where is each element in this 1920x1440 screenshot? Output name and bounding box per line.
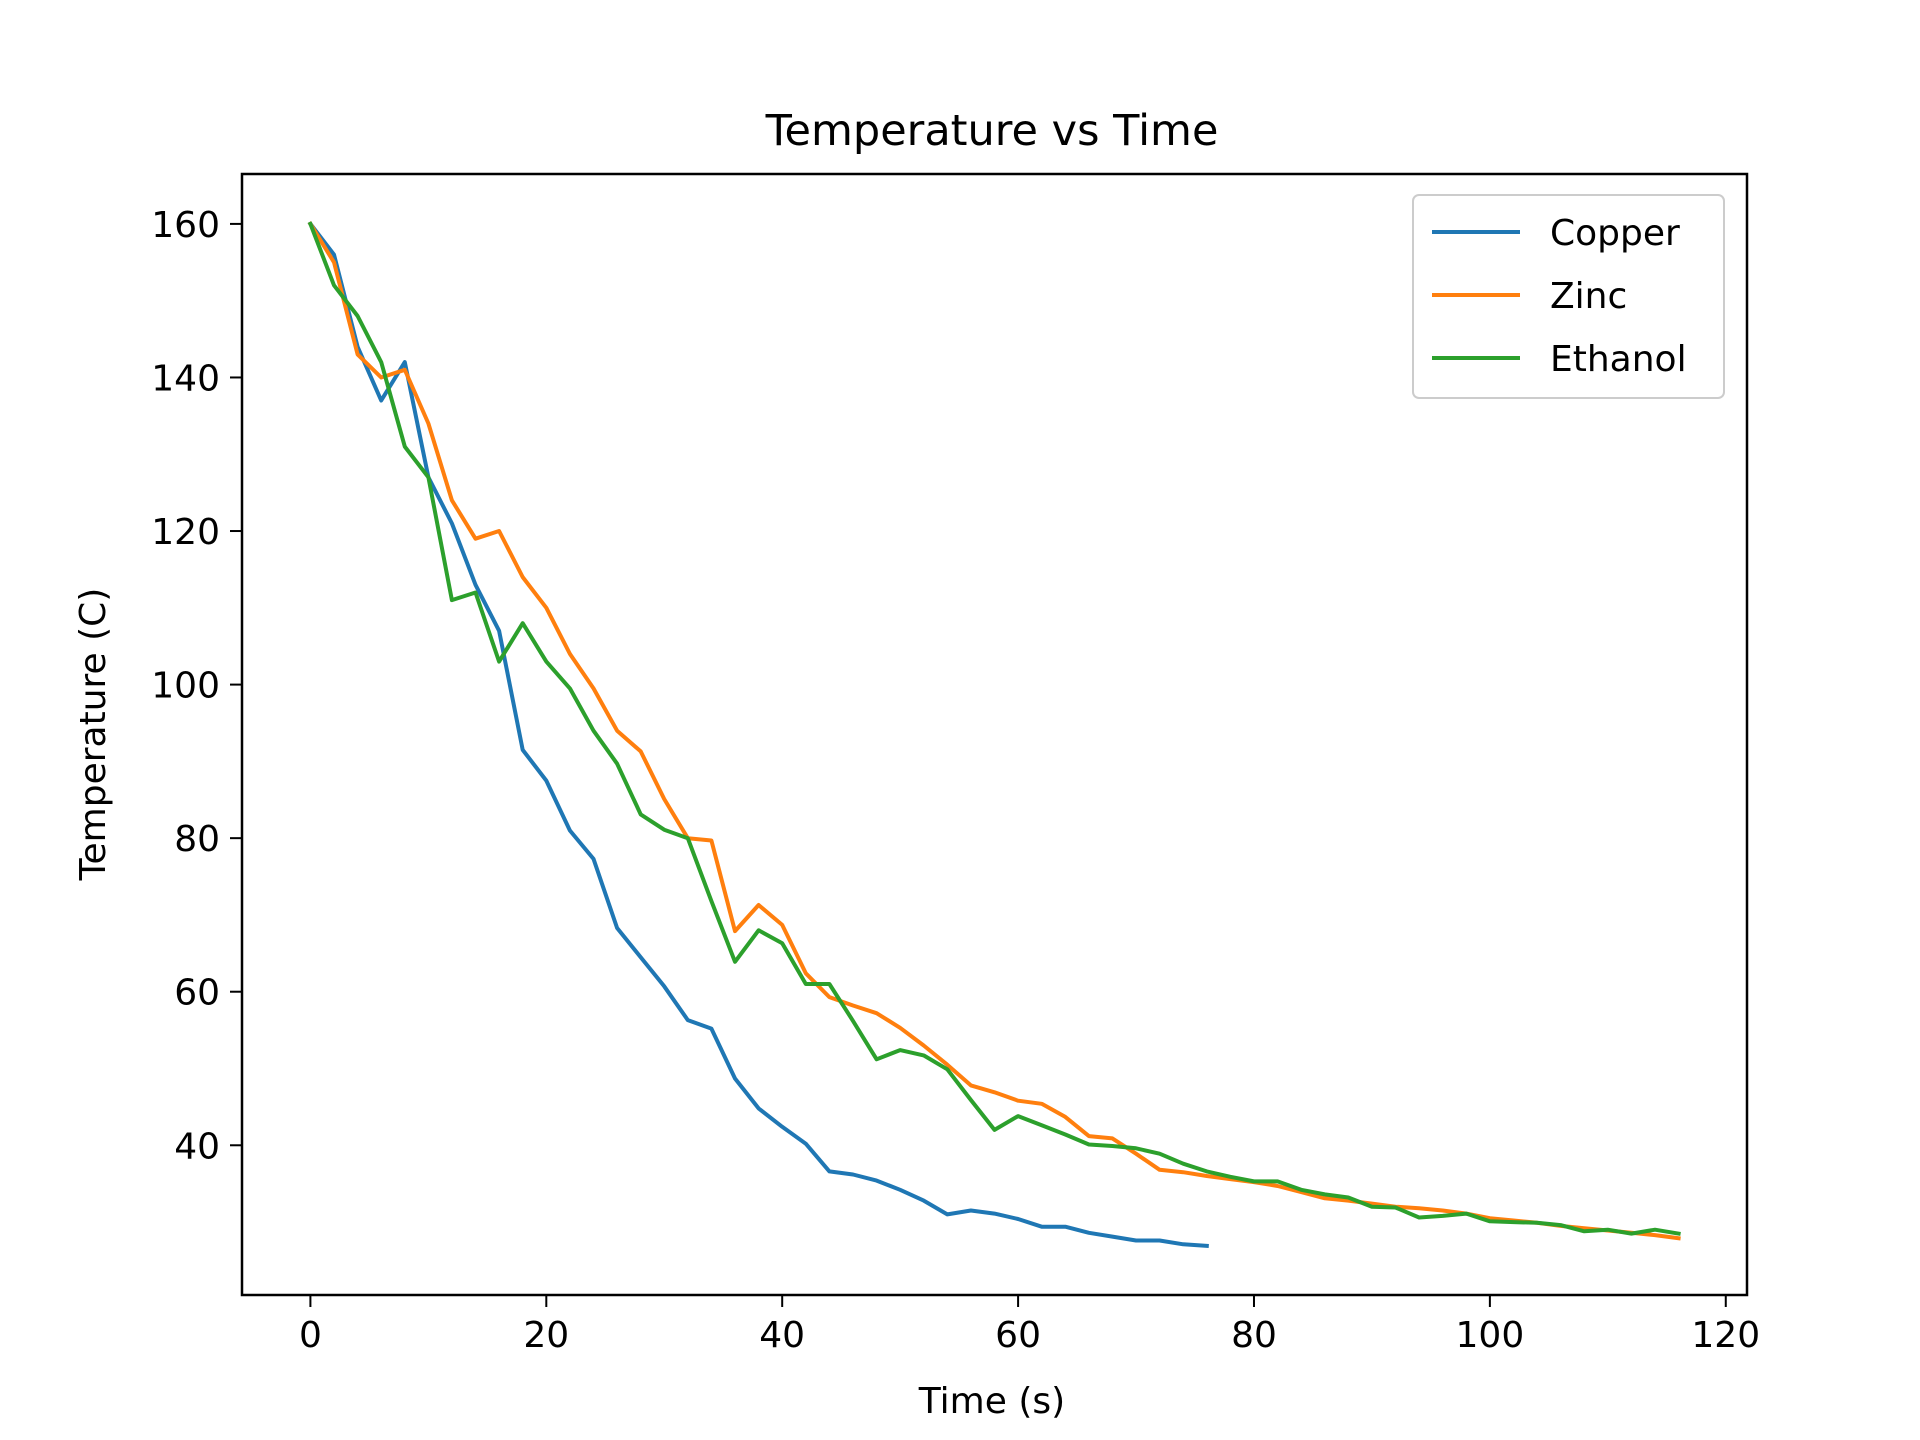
y-axis: 40 60 80 100 120 140 160 [151, 205, 242, 1167]
x-tick-label: 80 [1231, 1315, 1277, 1356]
x-tick-label: 0 [299, 1315, 322, 1356]
series-line-copper [307, 221, 1209, 1249]
legend-label-ethanol: Ethanol [1550, 339, 1687, 380]
chart-title: Temperature vs Time [765, 106, 1219, 156]
x-tick-label: 120 [1691, 1315, 1760, 1356]
y-tick-label: 160 [151, 205, 220, 246]
legend: Copper Zinc Ethanol [1412, 194, 1725, 399]
y-tick-label: 120 [151, 512, 220, 553]
x-tick-label: 60 [995, 1315, 1041, 1356]
legend-label-copper: Copper [1550, 213, 1680, 254]
y-axis-label: Temperature (C) [73, 588, 114, 882]
x-axis: 0 20 40 60 80 100 120 [299, 1295, 1760, 1356]
x-tick-label: 20 [523, 1315, 569, 1356]
y-tick-label: 60 [174, 973, 220, 1014]
series-line-ethanol [307, 221, 1681, 1236]
series-layer [307, 221, 1681, 1249]
series-line-zinc [307, 221, 1681, 1241]
x-axis-label: Time (s) [918, 1381, 1065, 1422]
legend-label-zinc: Zinc [1550, 276, 1627, 317]
x-tick-label: 40 [759, 1315, 805, 1356]
y-tick-label: 80 [174, 819, 220, 860]
y-tick-label: 100 [151, 666, 220, 707]
y-tick-label: 140 [151, 358, 220, 399]
plot-frame [240, 172, 1749, 1297]
y-tick-label: 40 [174, 1126, 220, 1167]
x-tick-label: 100 [1456, 1315, 1525, 1356]
legend-box [1412, 194, 1725, 399]
